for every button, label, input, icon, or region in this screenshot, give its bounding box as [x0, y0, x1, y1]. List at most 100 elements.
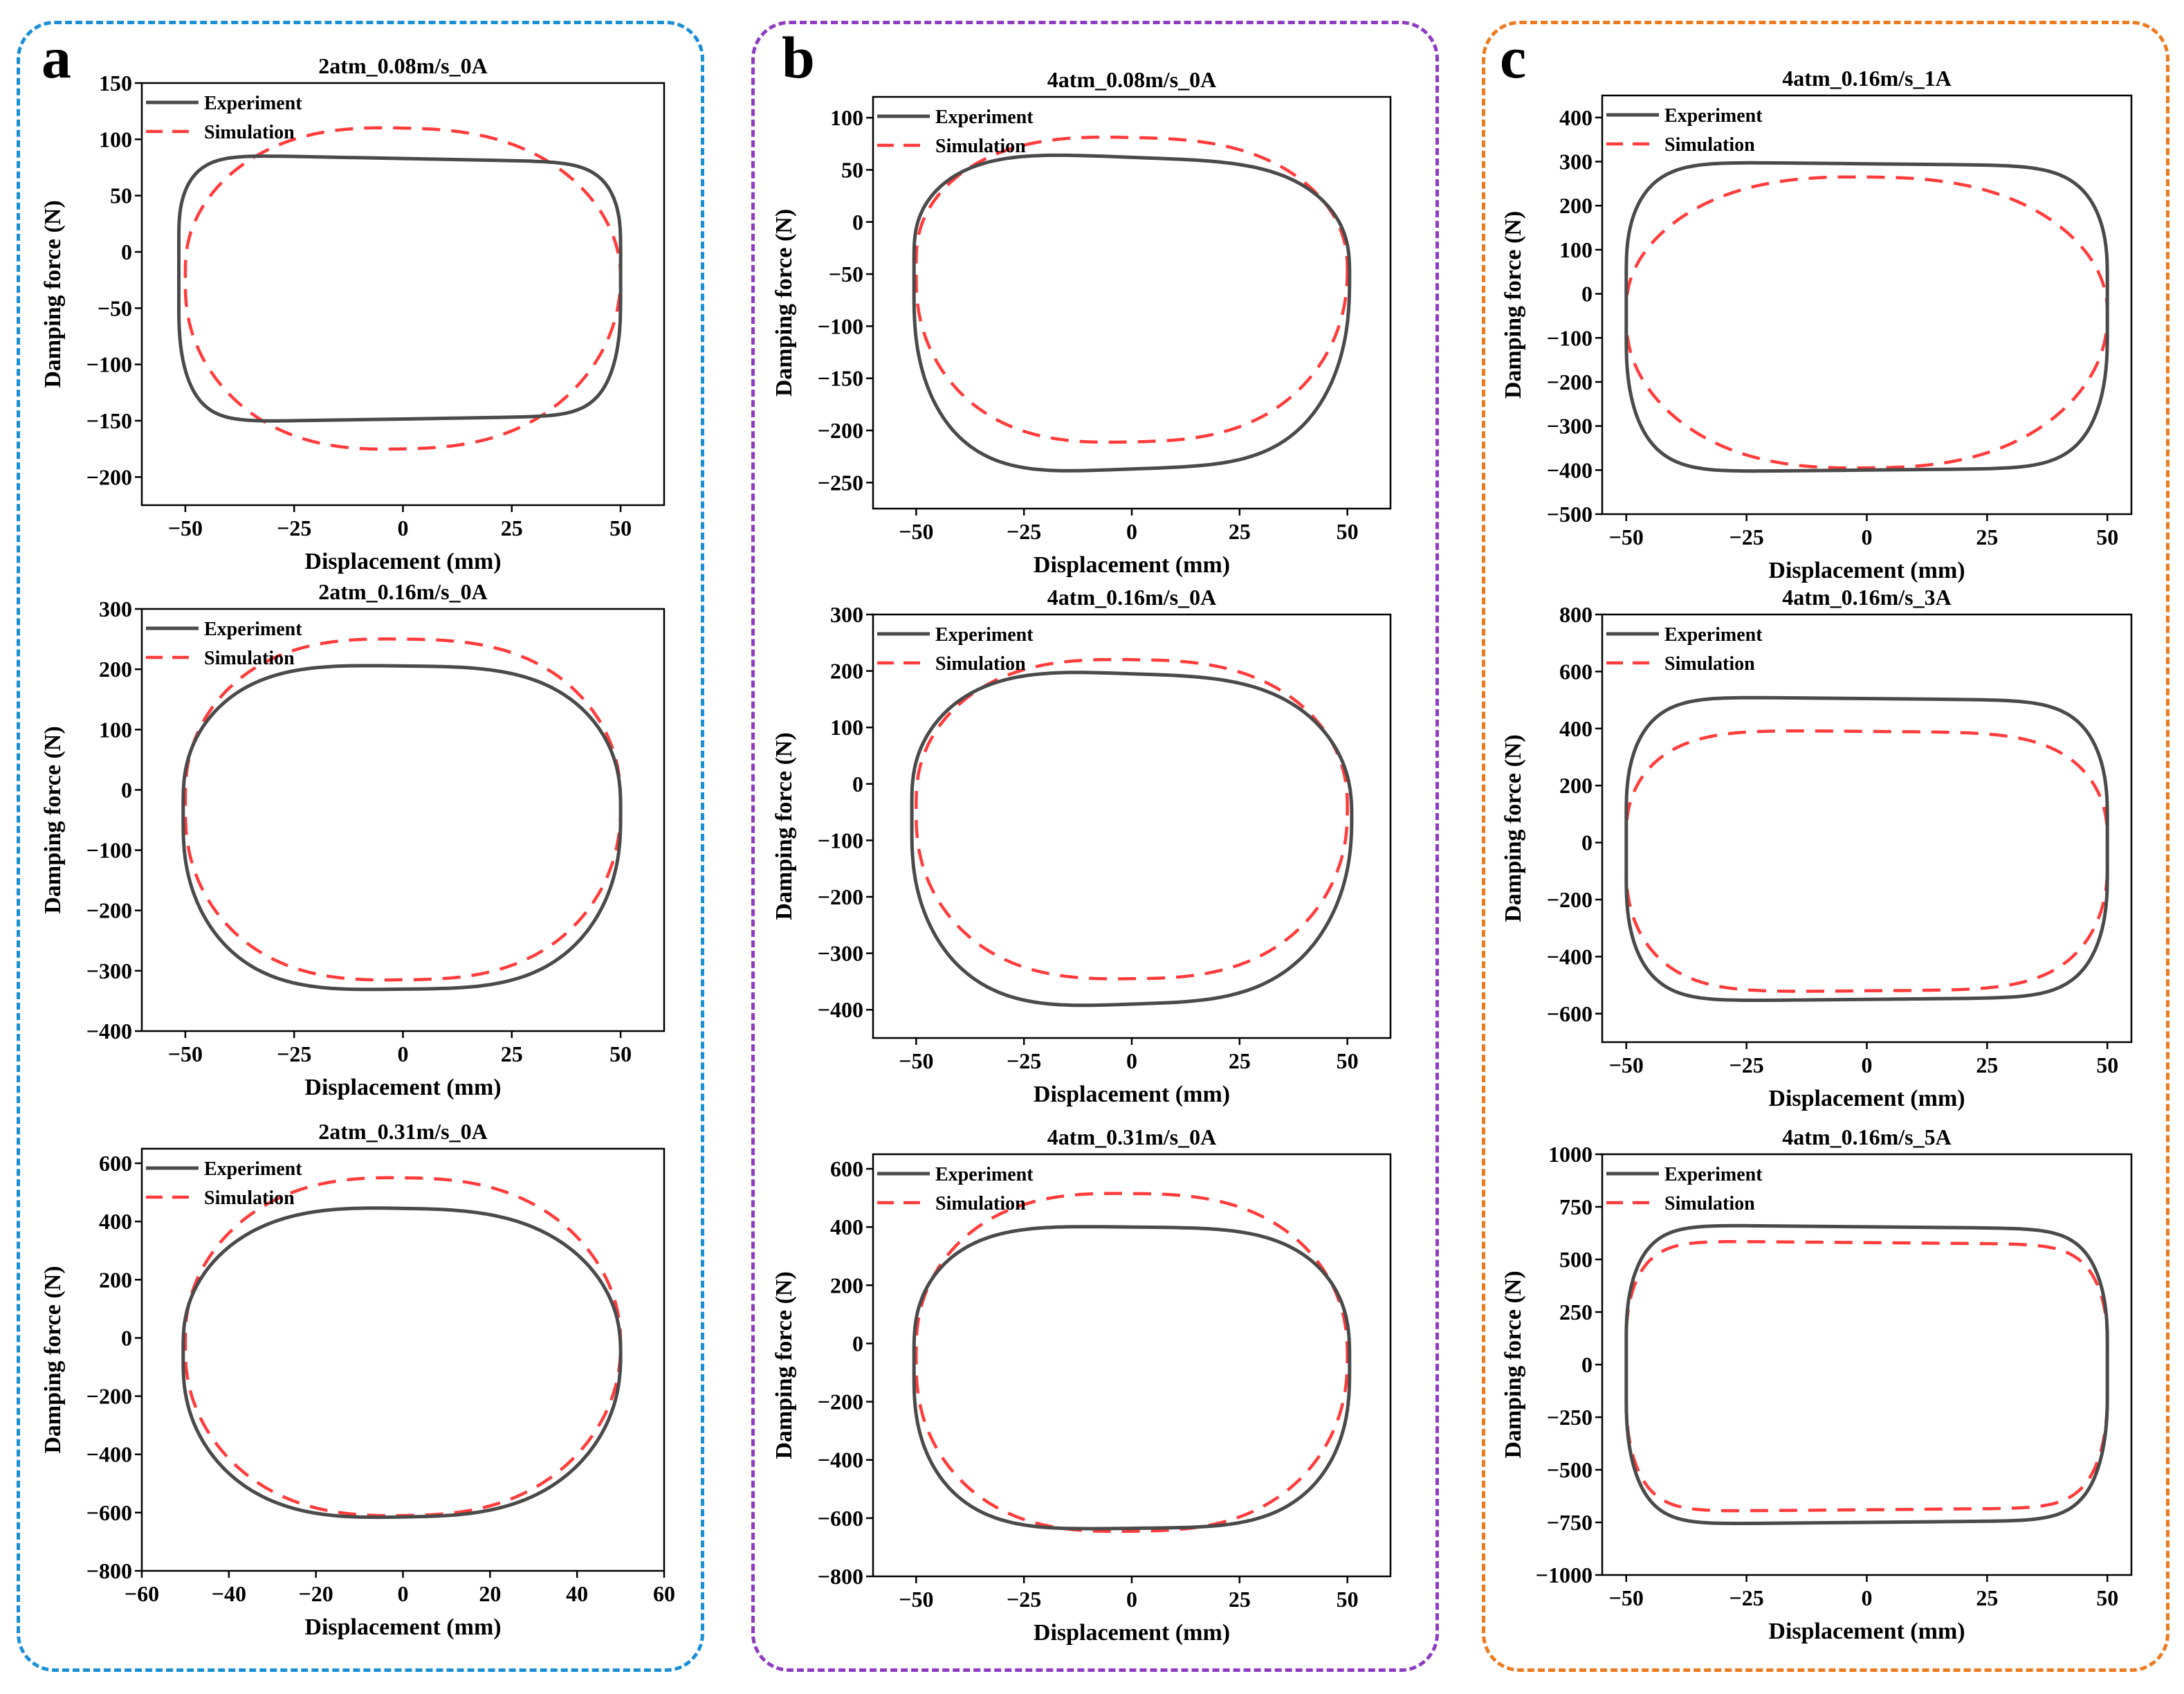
- legend-simulation-label: Simulation: [204, 648, 295, 669]
- chart-title: 4atm_0.08m/s_0A: [1047, 67, 1216, 92]
- chart-title: 2atm_0.31m/s_0A: [318, 1119, 487, 1144]
- series-group: [1624, 161, 2109, 473]
- y-tick-label: −200: [818, 884, 863, 909]
- chart-title: 4atm_0.16m/s_0A: [1047, 585, 1216, 610]
- chart-7: 4atm_0.16m/s_1A −50 −25 0 25 50 −500 −400 −300 −2…: [1501, 66, 2133, 583]
- x-axis-label: Displacement (mm): [1768, 558, 1965, 583]
- x-tick-label: −50: [1609, 1053, 1644, 1077]
- x-tick-label: 0: [398, 1581, 409, 1606]
- x-axis-label: Displacement (mm): [1034, 1082, 1230, 1107]
- group-label-a: a: [42, 24, 71, 91]
- x-tick-label: 25: [1229, 1048, 1251, 1073]
- y-tick-label: 100: [830, 715, 863, 740]
- y-tick-label: −150: [86, 408, 132, 433]
- experiment-series-line: [912, 153, 1352, 473]
- legend-experiment-label: Experiment: [1664, 1164, 1763, 1185]
- y-tick-label: −1000: [1536, 1563, 1593, 1587]
- y-tick-label: 300: [1559, 149, 1593, 174]
- y-tick-label: 300: [830, 602, 863, 627]
- x-tick-label: 0: [1126, 1587, 1137, 1612]
- y-tick-label: −600: [818, 1506, 863, 1531]
- x-tick-label: 25: [1229, 1587, 1251, 1612]
- chart-9: 4atm_0.16m/s_5A−50 −25 0 25 50−1000−750−500−…: [1501, 1124, 2133, 1644]
- chart-title: 4atm_0.16m/s_5A: [1782, 1124, 1951, 1149]
- experiment-series-line: [912, 1225, 1352, 1531]
- y-axis-label: Damping force (N): [1501, 211, 1526, 399]
- x-tick-label: −25: [1007, 1587, 1041, 1612]
- x-tick-label: −25: [1729, 525, 1764, 549]
- experiment-series-line: [1624, 1223, 2109, 1525]
- legend-simulation-label: Simulation: [935, 136, 1026, 157]
- y-tick-label: 500: [1559, 1247, 1593, 1272]
- x-axis-label: Displacement (mm): [304, 1075, 501, 1100]
- simulation-series-line: [183, 1176, 623, 1518]
- y-tick-label: −600: [1547, 1001, 1593, 1026]
- x-tick-label: 50: [2096, 525, 2118, 549]
- x-tick-label: 50: [609, 516, 632, 540]
- legend-simulation-label: Simulation: [1664, 134, 1755, 156]
- y-tick-label: 300: [99, 596, 132, 621]
- chart-title: 4atm_0.16m/s_1A: [1782, 66, 1951, 91]
- plot-frame: [872, 613, 1392, 1039]
- plot-frame: [1601, 613, 2133, 1044]
- y-tick-label: 0: [121, 1325, 132, 1350]
- simulation-series-line: [915, 1192, 1349, 1533]
- y-tick-label: −200: [818, 1390, 863, 1414]
- y-tick-label: −200: [86, 898, 132, 923]
- x-tick-label: 25: [1229, 519, 1251, 544]
- y-tick-label: 0: [1581, 1352, 1593, 1377]
- simulation-series-line: [1624, 729, 2109, 993]
- x-tick-label: 20: [479, 1581, 501, 1606]
- group-frame-c: [1482, 21, 2169, 1672]
- y-tick-label: −400: [1547, 944, 1593, 969]
- y-tick-label: 150: [99, 71, 132, 95]
- y-tick-label: 100: [1559, 237, 1593, 262]
- y-tick-label: −250: [818, 470, 863, 495]
- legend-experiment-label: Experiment: [204, 1158, 302, 1180]
- series-group: [1624, 695, 2109, 1002]
- y-tick-label: 50: [841, 157, 863, 182]
- x-tick-label: 0: [398, 516, 409, 540]
- series-group: [1624, 1223, 2109, 1525]
- x-tick-label: −50: [1609, 525, 1644, 549]
- x-tick-label: 50: [2096, 1053, 2118, 1077]
- x-tick-label: 0: [1862, 1585, 1873, 1610]
- y-tick-label: 0: [1581, 830, 1593, 855]
- y-axis-label: Damping force (N): [1501, 734, 1526, 922]
- x-tick-label: 25: [1976, 1585, 1998, 1610]
- y-tick-label: −800: [86, 1558, 132, 1583]
- plot-frame: [872, 1153, 1392, 1578]
- y-axis-label: Damping force (N): [40, 1266, 66, 1453]
- y-axis-label: Damping force (N): [771, 1271, 797, 1459]
- x-axis-label: Displacement (mm): [304, 1614, 501, 1640]
- x-axis-label: Displacement (mm): [1034, 1620, 1230, 1646]
- y-tick-label: 200: [830, 1273, 863, 1297]
- x-tick-label: −50: [899, 1048, 933, 1073]
- experiment-series-line: [181, 1206, 623, 1520]
- x-tick-label: −25: [277, 1041, 311, 1066]
- simulation-series-line: [1624, 1240, 2109, 1513]
- legend-experiment-label: Experiment: [935, 624, 1034, 646]
- y-tick-label: −100: [818, 828, 863, 853]
- x-tick-label: −50: [168, 516, 203, 540]
- x-tick-label: 25: [501, 516, 523, 540]
- x-tick-label: 50: [609, 1041, 632, 1066]
- y-tick-label: −300: [1547, 414, 1593, 439]
- x-tick-label: −60: [125, 1581, 159, 1606]
- legend-simulation-label: Simulation: [935, 1193, 1026, 1214]
- x-tick-label: 60: [653, 1581, 675, 1606]
- y-tick-label: −400: [1547, 457, 1593, 482]
- x-tick-label: 25: [1976, 525, 1998, 549]
- legend-simulation-label: Simulation: [1664, 653, 1755, 675]
- y-tick-label: −100: [818, 313, 863, 338]
- legend-simulation-label: Simulation: [204, 122, 295, 143]
- y-tick-label: −150: [818, 366, 863, 391]
- y-tick-label: −250: [1547, 1405, 1593, 1430]
- simulation-series-line: [915, 135, 1349, 444]
- y-axis-label: Damping force (N): [771, 732, 797, 920]
- y-tick-label: 800: [1559, 602, 1593, 627]
- y-tick-label: 250: [1559, 1300, 1593, 1324]
- y-axis-label: Damping force (N): [40, 726, 66, 913]
- y-tick-label: 50: [110, 183, 132, 208]
- series-group: [177, 126, 623, 451]
